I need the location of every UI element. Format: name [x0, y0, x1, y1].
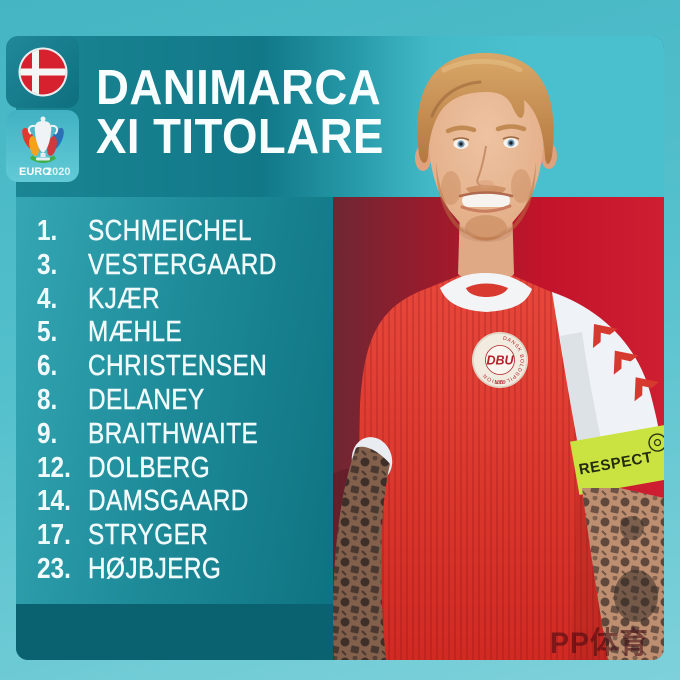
crest-year: 1889 [494, 380, 505, 386]
bottom-strip [16, 604, 333, 660]
player-number: 23. [37, 552, 71, 585]
player-number: 5. [37, 316, 58, 349]
player-number: 3. [37, 248, 58, 281]
lineup-row: 23. HØJBJERG [37, 553, 327, 587]
page-title: DANIMARCA XI TITOLARE [96, 64, 384, 162]
list-panel-background [16, 197, 333, 604]
euro2020-badge-card: EURO 2020 [6, 110, 79, 182]
player-head [415, 52, 557, 241]
lineup-row: 8. DELANEY [37, 384, 327, 418]
left-arm [333, 437, 393, 660]
player-photo: RESPECT [333, 52, 664, 660]
player-name: HØJBJERG [88, 552, 222, 585]
lineup-row: 1. SCHMEICHEL [37, 215, 327, 249]
player-name: KJÆR [88, 282, 161, 315]
mouth [458, 191, 514, 213]
crest-center-text: DBU [486, 354, 514, 368]
player-name: SCHMEICHEL [88, 215, 252, 247]
lineup-row: 3. VESTERGAARD [37, 249, 327, 283]
hummel-chevrons-icon [592, 324, 660, 402]
lineup-list: 1. SCHMEICHEL 3. VESTERGAARD 4. KJÆR 5. MÆHL… [37, 215, 327, 587]
nose [476, 145, 494, 188]
euro2020-trophy-icon: EURO 2020 [19, 116, 70, 178]
player-number: 12. [37, 451, 71, 484]
player-number: 6. [37, 350, 58, 383]
player-name: STRYGER [88, 519, 209, 552]
armband-logo-icon [653, 438, 662, 447]
watermark: PP体育 [550, 627, 649, 660]
lineup-row: 12. DOLBERG [37, 451, 327, 486]
player-number: 9. [37, 417, 58, 450]
player-number: 8. [37, 383, 58, 416]
eyes [452, 136, 520, 149]
right-forearm [582, 488, 664, 660]
hair [417, 52, 554, 165]
beard [436, 162, 536, 241]
title-line-1: DANIMARCA [96, 61, 382, 115]
lineup-row: 4. KJÆR [37, 282, 327, 317]
mustache [466, 185, 506, 194]
player-name: BRAITHWAITE [88, 417, 259, 450]
butterfly-tattoo [614, 570, 658, 622]
inner-panel: RESPECT [16, 36, 664, 660]
lineup-row: 6. CHRISTENSEN [37, 350, 327, 384]
lineup-row: 14. DAMSGAARD [37, 485, 327, 519]
eyebrows [445, 124, 527, 134]
player-name: DAMSGAARD [88, 485, 249, 518]
player-number: 14. [37, 485, 71, 518]
denmark-flag-card [6, 36, 79, 108]
player-name: DELANEY [88, 383, 205, 416]
lineup-row: 17. STRYGER [37, 519, 327, 553]
player-number: 4. [37, 282, 58, 315]
euro-badge-word1: EURO [19, 166, 51, 178]
denmark-flag-icon [18, 47, 67, 97]
player-name: CHRISTENSEN [88, 350, 268, 383]
player-number: 17. [37, 519, 71, 552]
player-name: DOLBERG [88, 451, 211, 484]
lineup-row: 9. BRAITHWAITE [37, 418, 327, 452]
uefa-respect-armband: RESPECT [570, 424, 664, 495]
title-line-2: XI TITOLARE [96, 110, 384, 164]
player-number: 1. [37, 215, 58, 247]
player-name: VESTERGAARD [88, 248, 277, 281]
lineup-row: 5. MÆHLE [37, 316, 327, 350]
dbu-crest: DANSK BOLDSPIL-UNION DBU 1889 [472, 332, 528, 388]
euro-badge-word2: 2020 [46, 166, 70, 178]
title-band-background [16, 36, 664, 197]
player-name: MÆHLE [88, 316, 183, 349]
